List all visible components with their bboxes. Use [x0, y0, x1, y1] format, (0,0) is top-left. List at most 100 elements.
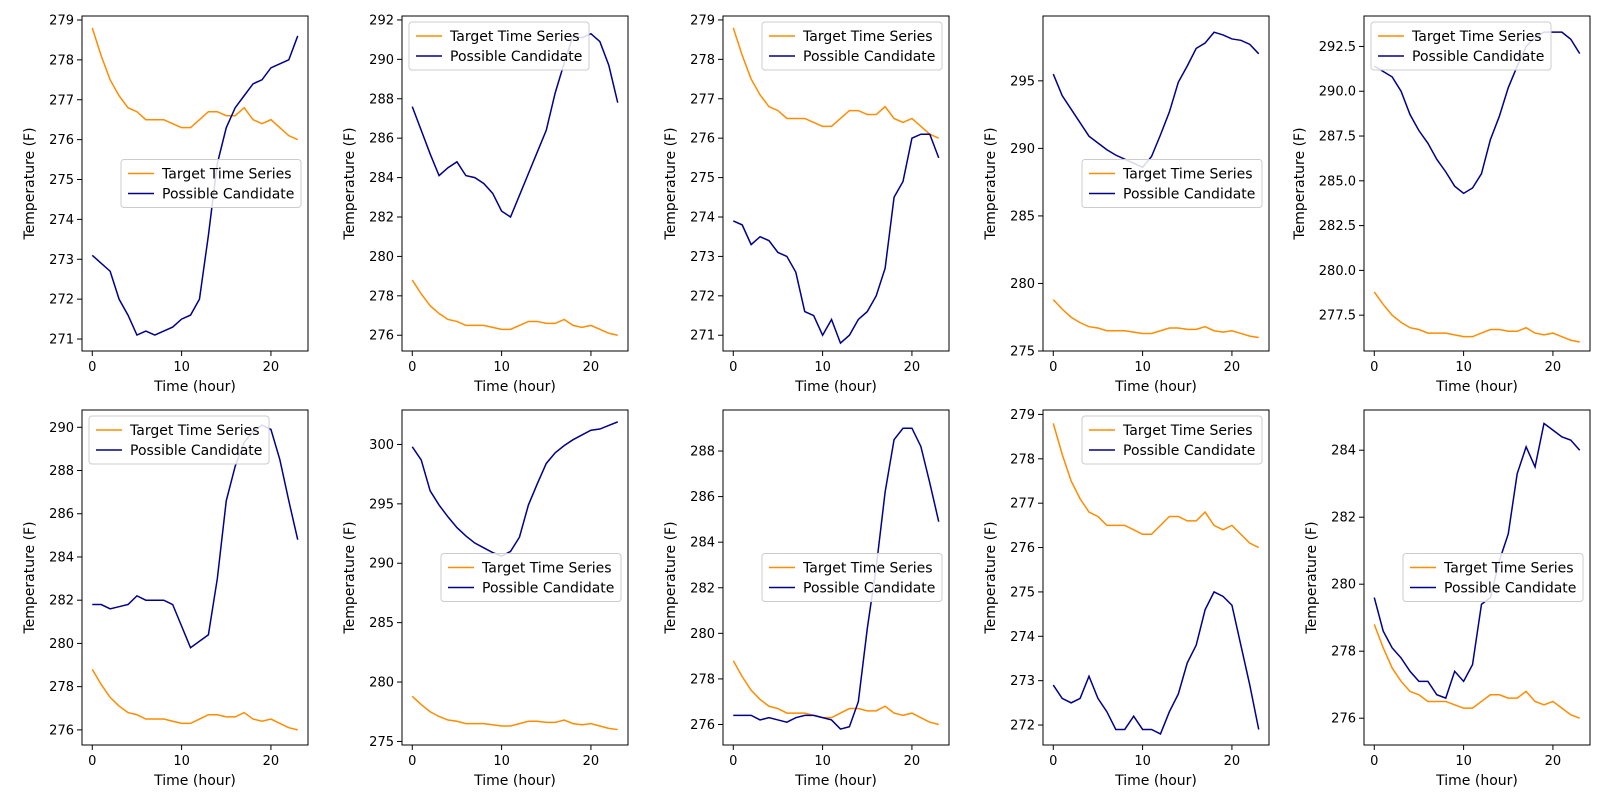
- legend-label-candidate: Possible Candidate: [1412, 49, 1544, 65]
- y-tick-label: 272: [690, 289, 715, 304]
- y-tick-label: 280: [690, 627, 715, 642]
- legend-label-candidate: Possible Candidate: [130, 443, 262, 459]
- y-tick-label: 275: [49, 173, 74, 188]
- x-axis-label: Time (hour): [1114, 379, 1197, 395]
- y-tick-label: 290: [1010, 142, 1035, 157]
- chart-panel-1: 0 10 20 271 272 273 274 275 276 277 278 279 Time (ho…: [22, 13, 309, 395]
- y-tick-label: 295: [369, 497, 394, 512]
- x-axis-label: Time (hour): [153, 773, 236, 789]
- y-tick-label: 277.5: [1319, 309, 1356, 324]
- chart-panel-2: 0 10 20 276 278 280 282 284 286 288 290 292 Time (ho…: [342, 13, 629, 395]
- y-axis-label: Temperature (F): [22, 127, 38, 240]
- y-tick-label: 287.5: [1319, 130, 1356, 145]
- legend-box: [120, 159, 302, 208]
- legend-box: [88, 415, 270, 465]
- legend-label-target: Target Time Series: [802, 29, 933, 45]
- series-line-target: [1052, 423, 1260, 549]
- legend-box: [761, 21, 943, 71]
- y-tick-label: 274: [690, 211, 715, 226]
- x-tick-label: 20: [583, 754, 600, 769]
- series-line-target: [732, 660, 939, 726]
- x-axis-label: Time (hour): [1435, 773, 1518, 789]
- legend-label-candidate: Possible Candidate: [1444, 581, 1576, 597]
- x-axis-label: Time (hour): [473, 379, 556, 395]
- x-tick-label: 0: [88, 754, 96, 769]
- legend: Target Time Series Possible Candidate: [761, 553, 943, 602]
- series-line-candidate: [1052, 590, 1260, 735]
- y-tick-label: 282: [369, 211, 394, 226]
- plot-frame: [401, 409, 629, 746]
- legend-box: [1370, 21, 1552, 71]
- plot-frame: [1363, 409, 1591, 746]
- y-tick-label: 286: [690, 490, 715, 505]
- x-tick-label: 20: [904, 360, 921, 375]
- legend-label-target: Target Time Series: [1443, 561, 1574, 577]
- legend-label-candidate: Possible Candidate: [450, 49, 582, 65]
- legend-label-candidate: Possible Candidate: [803, 49, 935, 65]
- x-tick-label: 10: [1455, 754, 1472, 769]
- x-tick-label: 10: [1134, 754, 1151, 769]
- legend-label-candidate: Possible Candidate: [162, 187, 294, 203]
- x-tick-label: 20: [1545, 360, 1562, 375]
- x-axis-label: Time (hour): [794, 379, 877, 395]
- y-tick-label: 271: [49, 333, 74, 348]
- legend: Target Time Series Possible Candidate: [1081, 415, 1263, 465]
- x-tick-label: 10: [173, 754, 190, 769]
- y-tick-label: 272: [1010, 719, 1035, 734]
- y-tick-label: 279: [1010, 408, 1035, 423]
- x-axis-label: Time (hour): [153, 379, 236, 395]
- x-tick-label: 20: [1224, 754, 1241, 769]
- series-line-candidate: [1052, 31, 1260, 169]
- x-tick-label: 0: [729, 754, 737, 769]
- y-tick-label: 278: [49, 53, 74, 68]
- legend: Target Time Series Possible Candidate: [761, 21, 943, 71]
- y-axis-label: Temperature (F): [1292, 127, 1308, 240]
- x-tick-label: 0: [408, 754, 416, 769]
- x-axis-label: Time (hour): [473, 773, 556, 789]
- y-tick-label: 288: [369, 92, 394, 107]
- y-tick-label: 284: [49, 550, 74, 565]
- legend-box: [1081, 415, 1263, 465]
- y-tick-label: 273: [49, 253, 74, 268]
- y-tick-label: 276: [690, 132, 715, 147]
- x-tick-label: 0: [1049, 360, 1057, 375]
- y-tick-label: 279: [690, 13, 715, 28]
- y-tick-label: 278: [1331, 645, 1356, 660]
- y-tick-label: 277: [1010, 497, 1035, 512]
- chart-panel-6: 0 10 20 276 278 280 282 284 286 288 290 Time (hour)…: [22, 409, 309, 789]
- series-line-candidate: [91, 35, 299, 337]
- y-tick-label: 292: [369, 13, 394, 28]
- legend-box: [440, 553, 622, 602]
- chart-panel-3: 0 10 20 271 272 273 274 275 276 277 278 279 Time (ho…: [663, 13, 950, 395]
- x-tick-label: 20: [1224, 360, 1241, 375]
- x-axis-label: Time (hour): [794, 773, 877, 789]
- y-tick-label: 273: [690, 250, 715, 265]
- y-tick-label: 279: [49, 13, 74, 28]
- x-axis-label: Time (hour): [1435, 379, 1518, 395]
- y-axis-label: Temperature (F): [22, 521, 38, 634]
- legend: Target Time Series Possible Candidate: [408, 21, 590, 71]
- y-tick-label: 292.5: [1319, 40, 1356, 55]
- y-tick-label: 280: [49, 637, 74, 652]
- y-tick-label: 278: [369, 289, 394, 304]
- y-axis-label: Temperature (F): [342, 127, 358, 240]
- plot-frame: [401, 15, 629, 352]
- y-tick-label: 300: [369, 438, 394, 453]
- legend-box: [761, 553, 943, 602]
- legend-label-target: Target Time Series: [1122, 167, 1253, 183]
- legend: Target Time Series Possible Candidate: [440, 553, 622, 602]
- x-axis-label: Time (hour): [1114, 773, 1197, 789]
- y-tick-label: 290: [369, 53, 394, 68]
- x-tick-label: 0: [729, 360, 737, 375]
- y-tick-label: 282: [690, 581, 715, 596]
- y-tick-label: 278: [1010, 452, 1035, 467]
- plot-frame: [1363, 15, 1591, 352]
- y-tick-label: 284: [369, 171, 394, 186]
- y-tick-label: 290: [49, 421, 74, 436]
- y-tick-label: 290.0: [1319, 85, 1356, 100]
- x-tick-label: 20: [263, 754, 280, 769]
- y-tick-label: 272: [49, 293, 74, 308]
- x-tick-label: 0: [408, 360, 416, 375]
- y-tick-label: 277: [690, 92, 715, 107]
